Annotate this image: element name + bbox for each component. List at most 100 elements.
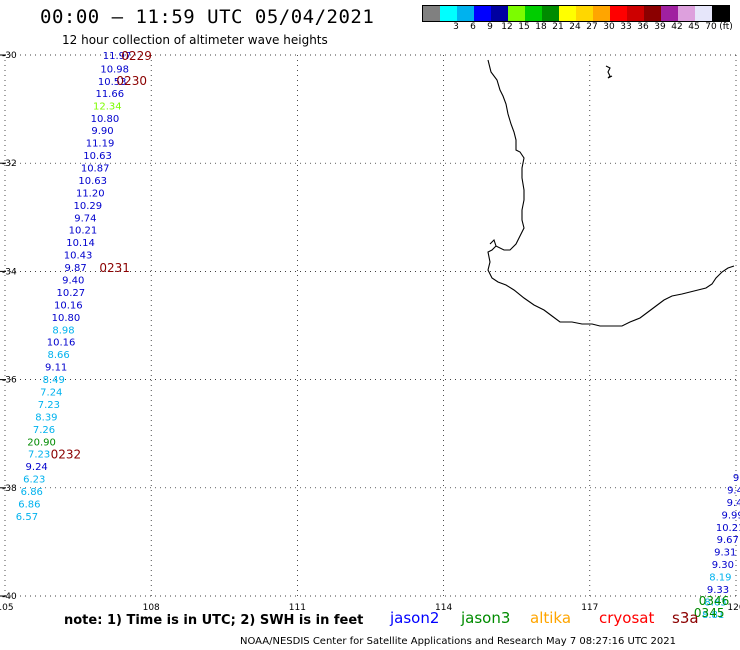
color-scale-swatch <box>457 6 474 21</box>
legend-item-altika: altika <box>530 609 572 627</box>
wave-height-value: 9.33 <box>707 585 729 596</box>
color-scale-swatch <box>627 6 644 21</box>
wave-height-value: 9.4 <box>727 485 740 496</box>
latitude-tick-label: -30 <box>2 51 17 61</box>
color-scale-swatch <box>712 6 729 21</box>
color-scale-tick-label: 36 <box>637 22 649 32</box>
graticule-grid <box>0 54 737 597</box>
color-scale-tick-label: 24 <box>569 22 581 32</box>
wave-height-value: 8.39 <box>35 412 57 423</box>
wave-height-value: 10.43 <box>64 251 93 262</box>
track-time-label: 0230 <box>116 74 147 88</box>
wave-height-value: 8.66 <box>47 350 69 361</box>
color-scale-tick-label: 39 <box>654 22 666 32</box>
track-time-label: 0345 <box>694 606 725 620</box>
wave-height-value: 11.97 <box>103 51 132 62</box>
wave-height-value: 7.23 <box>28 450 50 461</box>
coastline-layer <box>487 59 735 327</box>
wave-height-value: 11.19 <box>86 139 115 150</box>
wave-height-value: 20.90 <box>27 437 56 448</box>
wave-height-value: 10.29 <box>74 201 103 212</box>
wave-height-value: 9.24 <box>26 462 48 473</box>
island-outline <box>605 65 613 79</box>
legend-item-jason3: jason3 <box>461 609 511 627</box>
color-scale-swatch <box>661 6 678 21</box>
wave-height-value: 9.40 <box>62 276 84 287</box>
wave-height-value: 10.63 <box>78 176 107 187</box>
wave-height-value: 10.53 <box>98 77 127 88</box>
wave-height-value: 8.63 <box>704 597 726 608</box>
wave-height-value: 7.23 <box>38 400 60 411</box>
color-scale-swatch <box>440 6 457 21</box>
wave-height-value: 9.74 <box>74 213 96 224</box>
color-scale-swatch <box>678 6 695 21</box>
wave-height-color-scale <box>422 5 730 22</box>
color-scale-tick-label: 6 <box>470 22 476 32</box>
color-scale-swatch <box>525 6 542 21</box>
wave-height-value: 10.21 <box>716 523 740 534</box>
longitude-tick-label: 117 <box>581 603 598 613</box>
wave-height-value: 7.24 <box>40 388 62 399</box>
map-subtitle: 12 hour collection of altimeter wave hei… <box>62 33 328 47</box>
wave-height-value: 8.49 <box>43 375 65 386</box>
wave-height-value: 10.16 <box>54 300 83 311</box>
latitude-tick-label: -32 <box>2 159 17 169</box>
track-time-label: 0231 <box>99 261 130 275</box>
wave-height-value: 10.80 <box>91 114 120 125</box>
color-scale-swatch <box>576 6 593 21</box>
color-scale-tick-label: 21 <box>552 22 564 32</box>
color-scale-tick-label: 30 <box>603 22 615 32</box>
color-scale-tick-label: 12 <box>501 22 513 32</box>
wave-height-value: 10.14 <box>66 238 95 249</box>
color-scale-swatch <box>559 6 576 21</box>
wave-height-value: 9.90 <box>91 126 113 137</box>
color-scale-swatch <box>644 6 661 21</box>
longitude-tick-label: 114 <box>435 603 452 613</box>
wave-height-value: 8.81 <box>702 610 724 621</box>
map-title: 00:00 – 11:59 UTC 05/04/2021 <box>40 6 375 28</box>
wave-height-value: 7.26 <box>33 425 55 436</box>
wave-height-value: 10.21 <box>69 226 98 237</box>
legend-item-jason2: jason2 <box>390 609 440 627</box>
color-scale-swatch <box>423 6 440 21</box>
satellite-track: 11.9710.9810.5311.6612.3410.809.9011.191… <box>16 49 152 523</box>
wave-height-value: 9.30 <box>712 560 734 571</box>
wave-height-value: 10.63 <box>83 151 112 162</box>
wave-height-value: 8.98 <box>52 325 74 336</box>
color-scale-tick-label: 27 <box>586 22 598 32</box>
color-scale-swatch <box>610 6 627 21</box>
wave-height-value: 10.27 <box>56 288 85 299</box>
color-scale-swatch <box>491 6 508 21</box>
satellite-tracks: 11.9710.9810.5311.6612.3410.809.9011.191… <box>16 49 740 621</box>
wave-height-value: 9.11 <box>45 363 67 374</box>
wave-height-value: 10.87 <box>81 164 110 175</box>
latitude-tick-label: -34 <box>2 267 17 277</box>
satellite-track: 99.49.49.9910.219.679.319.308.199.338.63… <box>694 473 740 621</box>
wave-height-value: 9.99 <box>721 510 740 521</box>
track-time-label: 0346 <box>699 594 730 608</box>
wave-height-value: 12.34 <box>93 101 122 112</box>
legend-item-cryosat: cryosat <box>599 609 655 627</box>
wave-height-value: 6.57 <box>16 512 38 523</box>
legend-item-s3a: s3a <box>672 609 699 627</box>
axis-labels: 105 108 111 114 117 120 -30 -32 -34 -36 -38 -40 <box>0 51 740 613</box>
credit-line: NOAA/NESDIS Center for Satellite Applica… <box>240 636 676 647</box>
latitude-tick-label: -36 <box>2 376 17 386</box>
longitude-tick-label: 120 <box>727 603 740 613</box>
track-time-label: 0229 <box>121 49 152 63</box>
color-scale-tick-label: 33 <box>620 22 632 32</box>
coastline <box>487 59 735 327</box>
wave-height-value: 10.80 <box>52 313 81 324</box>
color-scale-swatch <box>593 6 610 21</box>
wave-height-value: 9.31 <box>714 548 736 559</box>
wave-height-value: 11.66 <box>95 89 124 100</box>
color-scale-tick-label: 9 <box>487 22 493 32</box>
color-scale-tick-label: 45 <box>688 22 700 32</box>
longitude-tick-label: 111 <box>289 603 306 613</box>
wave-height-value: 9 <box>733 473 739 484</box>
color-scale-swatch <box>508 6 525 21</box>
latitude-tick-label: -38 <box>2 484 17 494</box>
color-scale-tick-label: 18 <box>535 22 547 32</box>
